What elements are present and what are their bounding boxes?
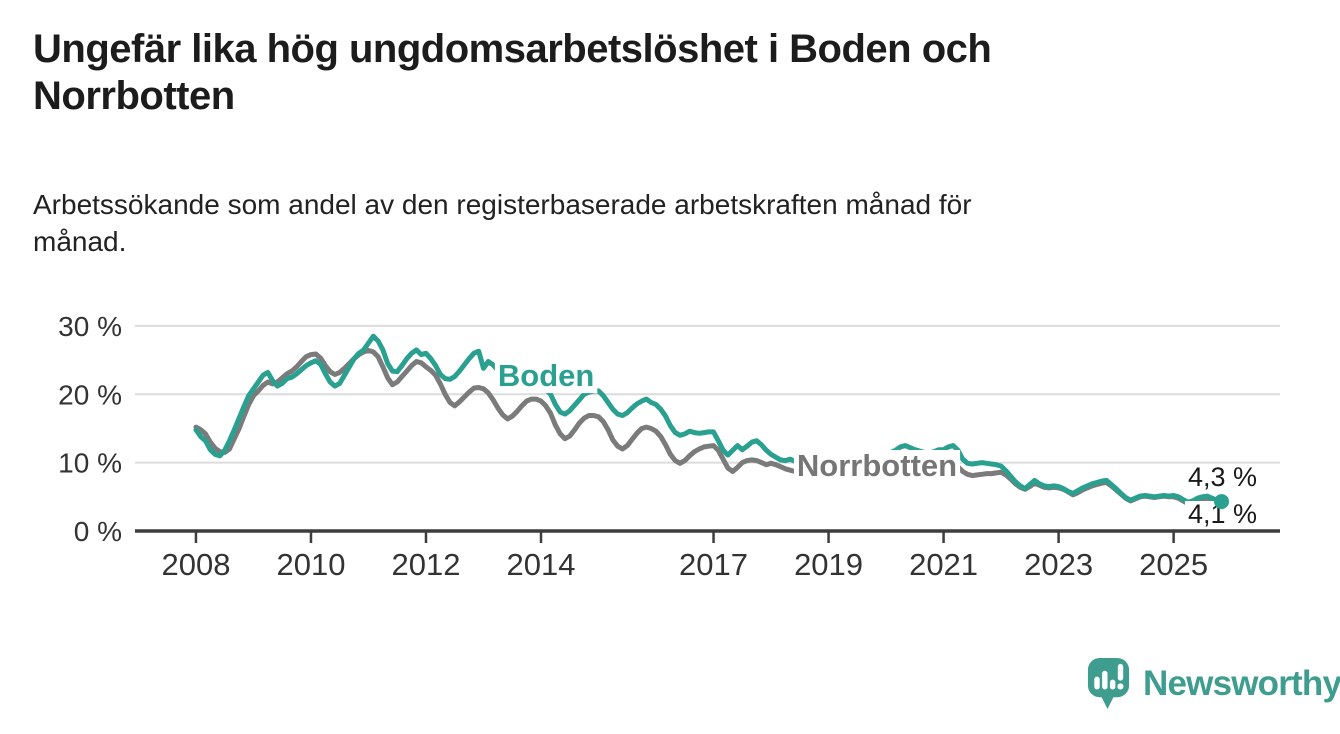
end-value-label-boden: 4,3 % xyxy=(1188,462,1257,492)
series-label-norrbotten-bg xyxy=(793,449,961,483)
y-axis-label: 0 % xyxy=(74,516,122,547)
y-axis-label: 30 % xyxy=(58,311,122,342)
x-axis-label: 2008 xyxy=(161,547,230,582)
series-end-dot xyxy=(1214,494,1230,510)
logo-bar-1 xyxy=(1094,676,1100,690)
logo-exclamation-dot xyxy=(1117,683,1124,690)
newsworthy-wordmark: Newsworthy xyxy=(1143,663,1340,703)
y-axis-label: 20 % xyxy=(58,379,122,410)
x-axis-label: 2025 xyxy=(1139,547,1208,582)
end-value-label-boden-bg xyxy=(1184,464,1260,493)
x-axis-label: 2019 xyxy=(794,547,863,582)
newsworthy-logo: Newsworthy xyxy=(1085,656,1340,711)
chart-subtitle: Arbetssökande som andel av den registerb… xyxy=(33,189,972,257)
series-line-boden xyxy=(193,333,1224,505)
series-label-boden: Boden xyxy=(498,358,594,393)
series-label-norrbotten: Norrbotten xyxy=(797,448,957,483)
x-axis-label: 2017 xyxy=(679,547,748,582)
y-axis-label: 10 % xyxy=(58,448,122,479)
series-line-norrbotten xyxy=(193,348,1224,507)
x-axis-label: 2010 xyxy=(276,547,345,582)
newsworthy-logo-icon xyxy=(1087,658,1130,709)
x-axis-label: 2012 xyxy=(392,547,461,582)
series-label-boden-bg xyxy=(494,360,598,394)
logo-bar-3 xyxy=(1109,679,1116,690)
logo-bar-2 xyxy=(1102,670,1108,690)
x-axis-label: 2023 xyxy=(1024,547,1093,582)
x-axis-label: 2014 xyxy=(507,547,576,582)
chart-title: Ungefär lika hög ungdomsarbetslöshet i B… xyxy=(33,27,992,118)
logo-exclamation-bar xyxy=(1117,663,1124,681)
x-axis-label: 2021 xyxy=(909,547,978,582)
